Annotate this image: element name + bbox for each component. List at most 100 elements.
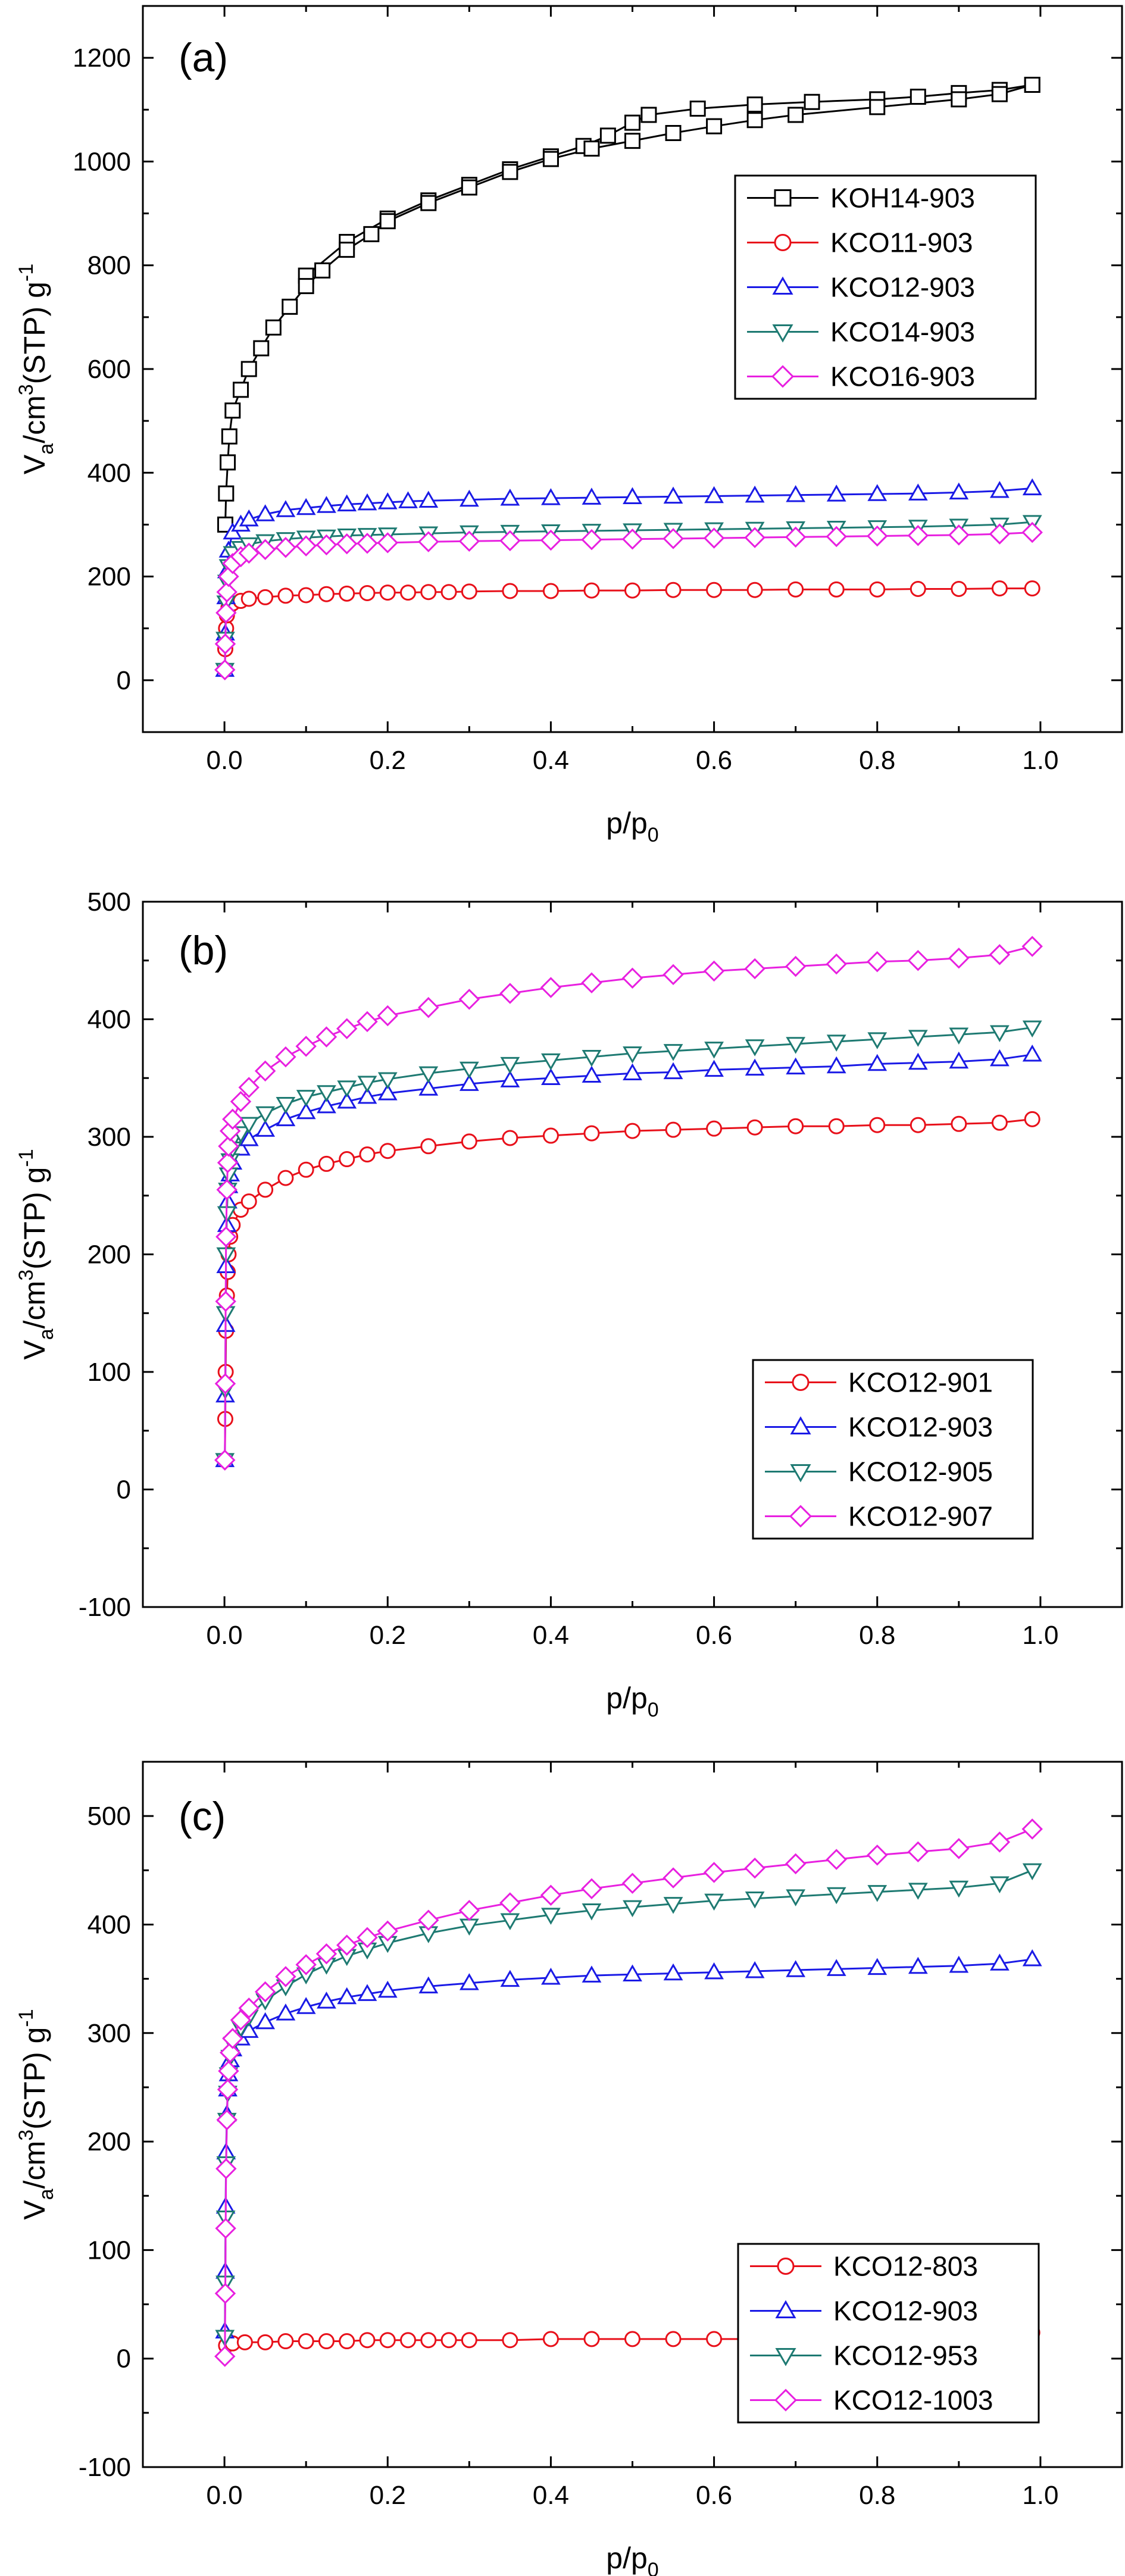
data-point [221,428,238,445]
data-point [623,1046,642,1064]
data-point [458,530,480,552]
data-point [220,454,236,471]
data-point [706,2331,723,2347]
data-point [277,587,294,604]
data-point [623,1063,642,1081]
legend: KCO12-803 KCO12-903 KCO12-953 KCO12-1003 [737,2243,1040,2424]
data-point [238,1077,260,1098]
data-point [337,1080,357,1098]
y-tick-label: 400 [88,1910,131,1939]
data-point [951,1115,967,1132]
data-point [502,1130,518,1146]
x-tick-label: 0.8 [859,1621,895,1650]
data-point [826,1034,846,1052]
data-point [257,2334,274,2350]
data-point [218,2060,239,2082]
data-point [265,319,282,336]
data-point [238,1997,260,2019]
data-point [542,583,559,599]
data-point [640,107,657,123]
data-point [541,488,561,505]
data-point [989,1953,1010,1971]
data-point [377,492,398,509]
data-point [499,1892,521,1914]
data-point [804,93,820,110]
data-point [786,1037,806,1054]
data-point [785,955,807,977]
data-point [542,1127,559,1144]
legend-entry: KCO12-953 [750,2340,978,2371]
data-point [745,485,765,503]
data-point [336,533,358,555]
data-point [582,1903,602,1921]
series-kco11-903 [217,580,1040,678]
data-point [949,1880,969,1898]
y-tick-label: 100 [88,1358,131,1387]
data-point [540,529,562,551]
legend-marker [775,2300,796,2319]
data-point [665,1121,682,1138]
data-point [499,530,521,552]
data-point [296,1997,316,2014]
data-point [276,2003,296,2021]
data-point [989,944,1011,965]
data-point [418,531,439,552]
data-point [214,1373,236,1395]
data-point [418,490,439,508]
data-point [786,1960,806,1977]
y-tick-label: 200 [88,2127,131,2156]
data-point [253,340,270,357]
data-point [459,489,479,507]
data-point [216,1179,238,1201]
y-axis-label: Va/cm3(STP) g-1 [15,264,58,474]
legend-marker [771,365,795,388]
data-point [689,101,706,117]
legend-entry: KCO11-903 [747,227,973,258]
x-tick-label: 0.2 [370,746,406,775]
legend-entry: KCO12-903 [765,1412,993,1443]
data-point [357,533,378,554]
data-point [623,1964,642,1982]
legend-label: KCO12-953 [833,2340,978,2371]
data-point [706,582,723,598]
data-point [254,539,276,560]
legend-entry: KCO12-903 [750,2296,978,2327]
y-label-part: /cm [18,2141,51,2189]
data-point [379,1143,396,1159]
y-tick-label: -100 [79,2453,131,2482]
data-point [255,2012,276,2030]
legend-label: KCO12-905 [848,1456,993,1487]
y-tick-label: 600 [88,355,131,384]
data-point [745,1892,765,1909]
x-axis-label-sub: 0 [648,1699,659,1721]
data-point [951,91,967,108]
data-point [989,1876,1010,1893]
legend-label: KCO12-901 [848,1367,993,1398]
data-point [314,262,331,279]
data-point [867,1845,888,1866]
data-point [236,2334,253,2350]
data-point [240,1193,257,1210]
data-point [665,582,682,598]
data-point [461,179,477,196]
y-label-part: /cm [18,395,51,443]
data-point [357,1927,378,1949]
data-point [583,1125,600,1142]
x-tick-label: 0.2 [370,2481,406,2510]
data-point [275,1046,296,1068]
x-tick-label: 0.0 [206,746,242,775]
data-point [948,948,970,969]
data-point [583,582,600,599]
data-point [459,1061,479,1079]
panel-label: (a) [179,35,228,80]
data-point [461,583,477,600]
panel-label: (c) [179,1794,226,1839]
data-point [540,1884,562,1906]
data-point [219,2042,241,2064]
data-point [663,1963,683,1981]
data-point [502,164,518,180]
data-point [541,1053,561,1071]
x-tick-label: 0.6 [696,1621,732,1650]
data-point [991,580,1008,597]
